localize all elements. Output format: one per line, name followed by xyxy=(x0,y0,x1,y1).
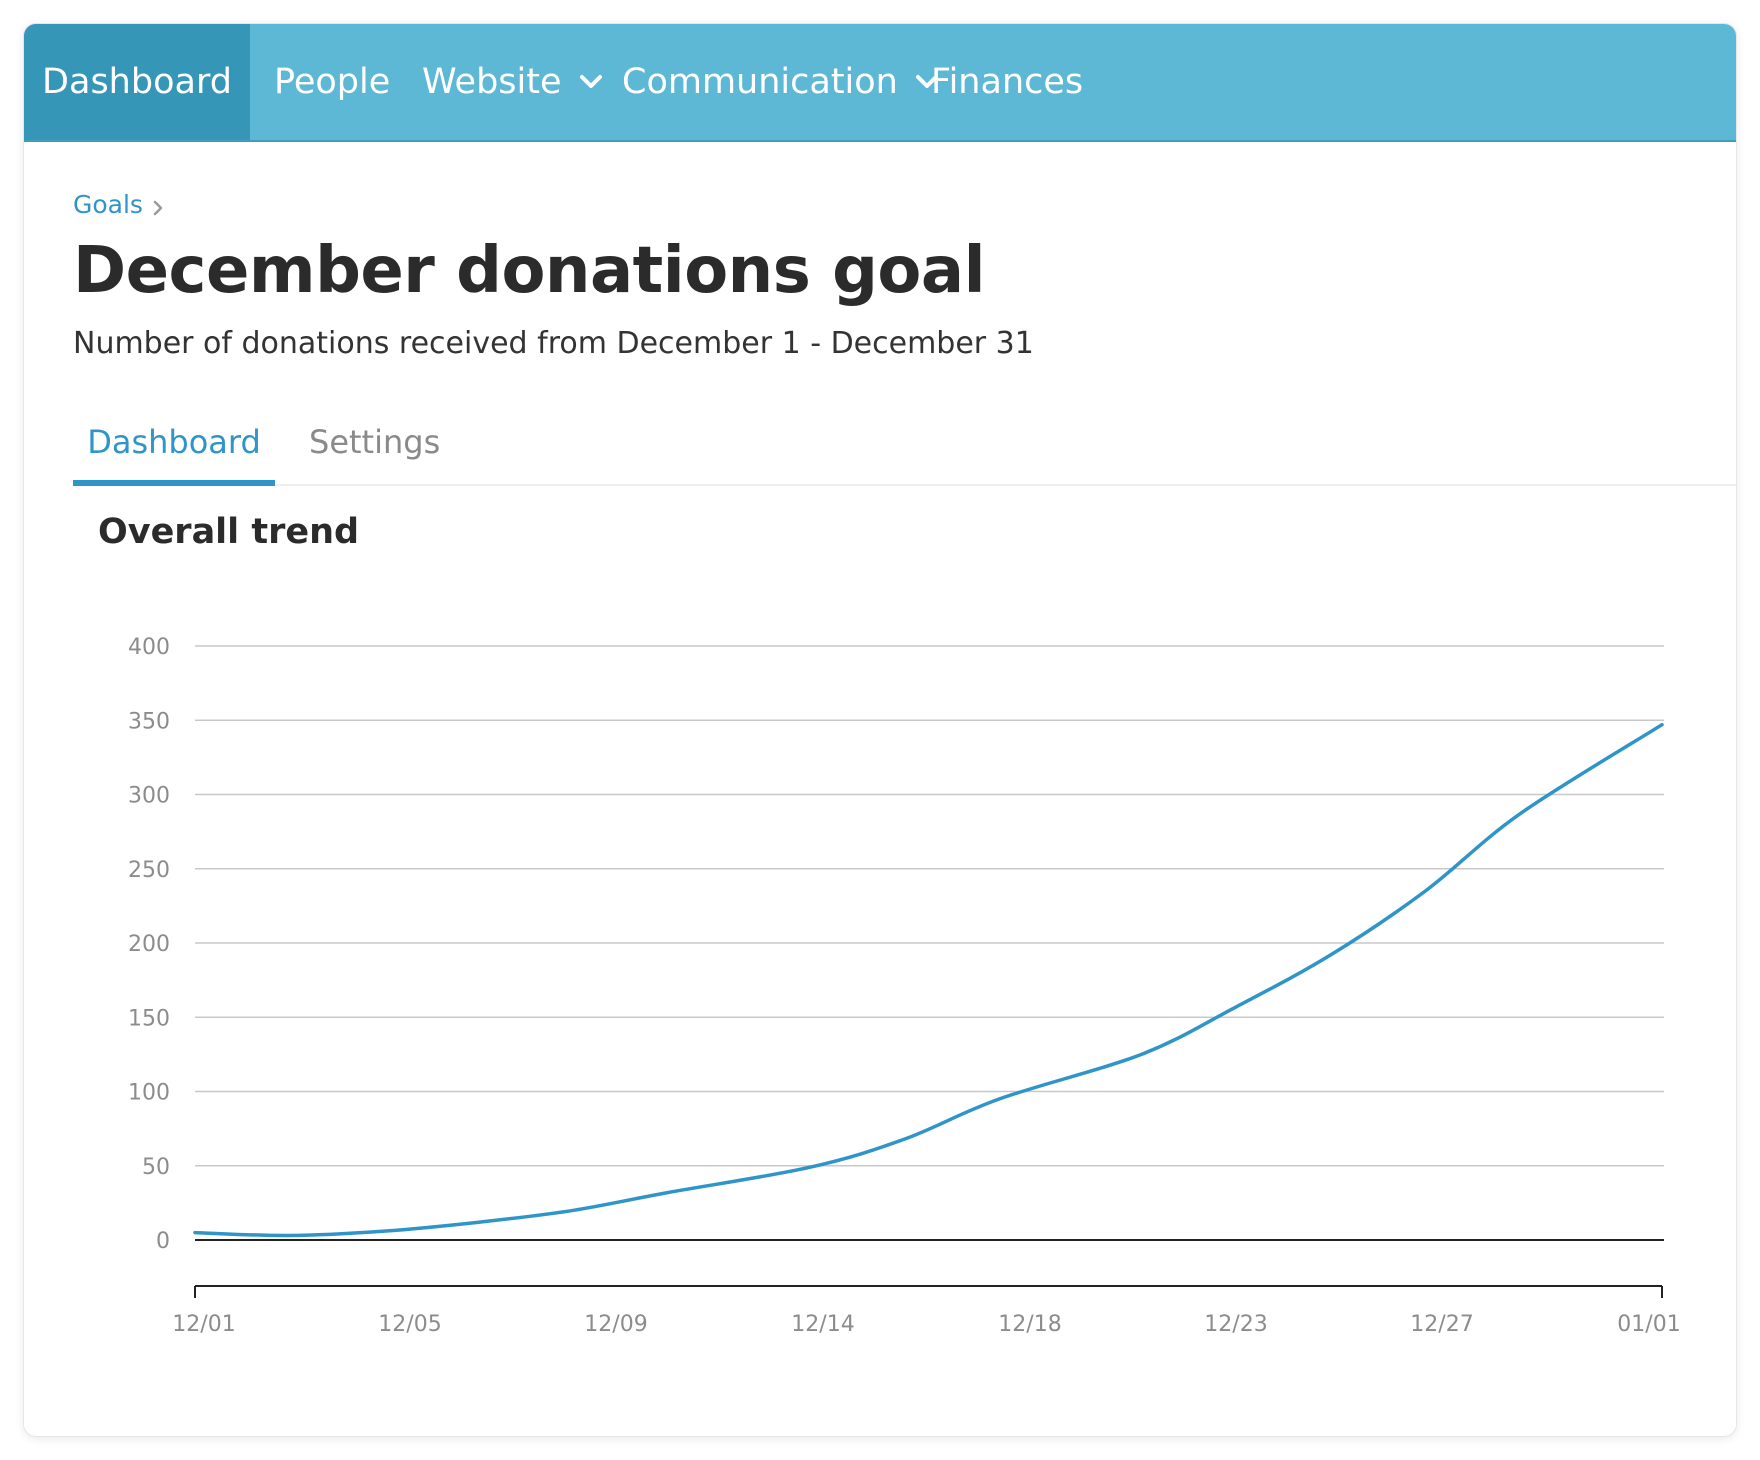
breadcrumb: Goals xyxy=(73,190,165,219)
nav-item-website[interactable]: Website xyxy=(422,24,604,140)
top-navigation: Dashboard People Website Communication F… xyxy=(24,24,1736,142)
nav-item-label: Communication xyxy=(622,62,898,102)
x-tick-label: 12/05 xyxy=(378,1312,441,1337)
nav-item-label: People xyxy=(274,62,391,102)
y-tick-label: 400 xyxy=(128,635,170,660)
page-subtitle: Number of donations received from Decemb… xyxy=(73,326,1034,361)
x-tick-label: 12/18 xyxy=(998,1312,1061,1337)
app-window: Dashboard People Website Communication F… xyxy=(24,24,1736,1436)
active-tab-indicator xyxy=(73,480,275,486)
y-tick-label: 300 xyxy=(128,784,170,809)
nav-item-people[interactable]: People xyxy=(274,24,390,140)
chevron-down-icon xyxy=(914,69,940,95)
y-tick-label: 150 xyxy=(128,1006,170,1031)
y-tick-label: 50 xyxy=(142,1155,170,1180)
nav-item-dashboard[interactable]: Dashboard xyxy=(24,24,250,140)
chevron-right-icon xyxy=(151,195,165,215)
x-tick-label: 01/01 xyxy=(1617,1312,1680,1337)
nav-item-finances[interactable]: Finances xyxy=(931,24,1083,140)
nav-item-label: Website xyxy=(422,62,562,102)
y-tick-label: 250 xyxy=(128,858,170,883)
x-tick-label: 12/01 xyxy=(172,1312,235,1337)
x-tick-label: 12/09 xyxy=(584,1312,647,1337)
nav-item-label: Finances xyxy=(931,62,1084,102)
x-tick-label: 12/23 xyxy=(1204,1312,1267,1337)
tab-label: Settings xyxy=(309,423,441,461)
nav-item-label: Dashboard xyxy=(42,62,232,102)
nav-item-communication[interactable]: Communication xyxy=(622,24,940,140)
tab-settings[interactable]: Settings xyxy=(309,400,440,484)
chevron-down-icon xyxy=(578,69,604,95)
x-tick-label: 12/27 xyxy=(1410,1312,1473,1337)
y-tick-label: 0 xyxy=(156,1229,170,1254)
tab-label: Dashboard xyxy=(87,423,261,461)
breadcrumb-link-goals[interactable]: Goals xyxy=(73,190,143,219)
chart-title: Overall trend xyxy=(98,512,360,552)
series-line xyxy=(193,722,1664,1238)
y-tick-label: 100 xyxy=(128,1081,170,1106)
x-tick-label: 12/14 xyxy=(791,1312,854,1337)
y-tick-label: 350 xyxy=(128,709,170,734)
tab-bar: Dashboard Settings xyxy=(73,400,1736,486)
page-title: December donations goal xyxy=(73,234,986,308)
y-tick-label: 200 xyxy=(128,932,170,957)
tab-dashboard[interactable]: Dashboard xyxy=(73,400,275,486)
